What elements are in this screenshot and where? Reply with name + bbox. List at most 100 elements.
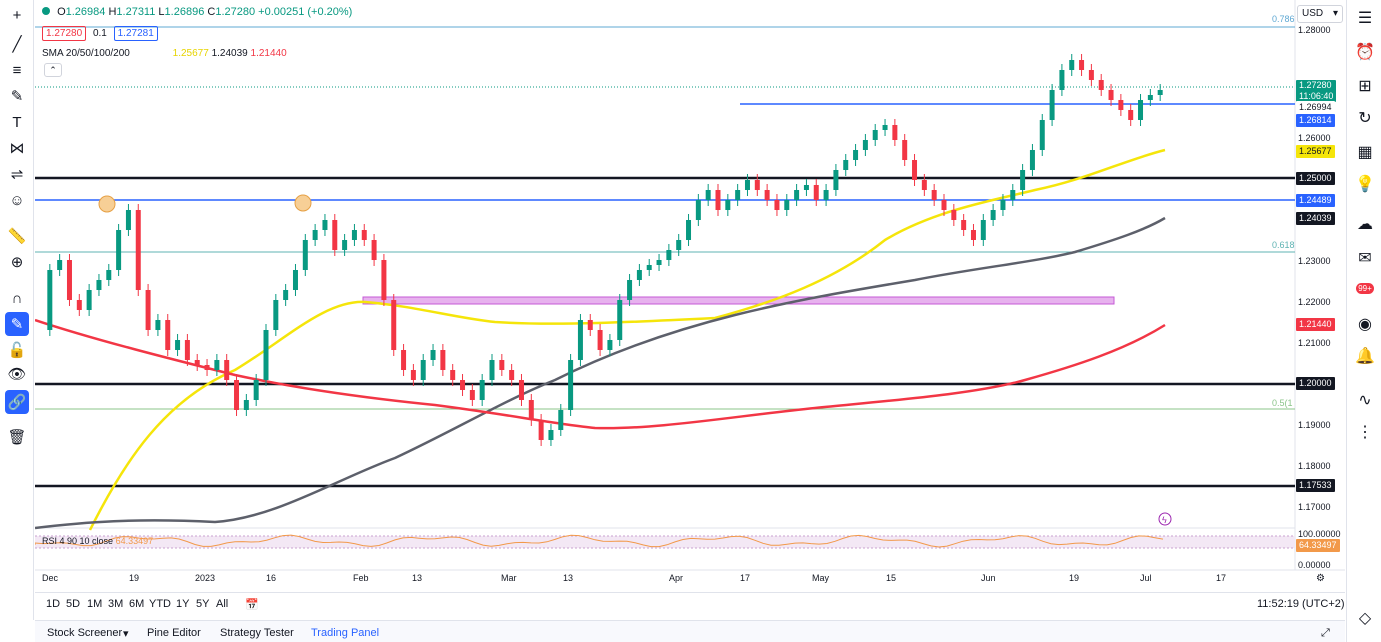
candle-body <box>1020 170 1026 190</box>
candle-body <box>106 270 112 280</box>
chat-icon[interactable]: ☁ <box>1357 216 1373 233</box>
candle-body <box>636 270 642 280</box>
range-6m[interactable]: 6M <box>129 598 145 610</box>
calendar-icon[interactable]: 📅 <box>245 599 259 611</box>
candle-body <box>489 360 495 380</box>
collapse-legend-button[interactable]: ⌃ <box>44 63 62 77</box>
candle-body <box>646 265 652 270</box>
candle-body <box>990 210 996 220</box>
candle-body <box>656 260 662 265</box>
sell-price-button[interactable]: 1.27280 <box>42 26 87 41</box>
messages-icon[interactable]: ✉ <box>1358 250 1372 267</box>
settings-gear-icon[interactable]: ⚙ <box>1316 573 1325 584</box>
candle-body <box>381 260 387 300</box>
pattern-icon[interactable]: ⋈ <box>9 140 25 157</box>
sma200-line <box>35 318 1166 430</box>
candle-body <box>1059 70 1065 90</box>
chevron-down-icon[interactable]: ▾ <box>123 628 129 640</box>
change-value: +0.00251 (+0.20%) <box>258 6 353 18</box>
bell-icon[interactable]: 🔔 <box>1355 348 1375 365</box>
candle-body <box>302 240 308 270</box>
candle-body <box>224 360 230 380</box>
ruler-icon[interactable]: 📏 <box>7 228 27 245</box>
candle-body <box>76 300 82 310</box>
price-tag-sma200: 1.21440 <box>1296 318 1335 331</box>
time-axis-label: Jun <box>981 573 996 583</box>
low-value: 1.26896 <box>164 6 205 18</box>
price-tag-level-b: 1.26814 <box>1296 114 1335 127</box>
candle-body <box>794 190 800 200</box>
candle-body <box>813 185 819 200</box>
candle-body <box>204 365 210 370</box>
brush-icon[interactable]: ✎ <box>10 88 24 105</box>
range-1y[interactable]: 1Y <box>176 598 190 610</box>
calendar-icon[interactable]: ▦ <box>1357 144 1373 161</box>
candle-body <box>1029 150 1035 170</box>
time-axis-label: Dec <box>42 573 59 583</box>
text-icon[interactable]: T <box>12 113 22 131</box>
trend-line-icon[interactable]: ╱ <box>12 36 22 53</box>
candle-body <box>970 230 976 240</box>
lock-drawing-icon[interactable]: ✎ <box>5 312 29 336</box>
candle-body <box>577 320 583 360</box>
tab-stock-screener[interactable]: Stock Screener <box>47 627 123 639</box>
range-all[interactable]: All <box>216 598 229 610</box>
chevron-down-icon: ▾ <box>1332 8 1338 19</box>
lock-icon[interactable]: 🔓 <box>7 342 27 359</box>
price-chart[interactable]: ϟ <box>35 0 1345 590</box>
magnet-icon[interactable]: ∩ <box>11 289 23 307</box>
ohlc-legend: O1.26984 H1.27311 L1.26896 C1.27280 +0.0… <box>42 6 352 18</box>
candle-body <box>921 180 927 190</box>
more-dots-icon[interactable]: ⋮ <box>1357 424 1373 441</box>
prediction-icon[interactable]: ⇌ <box>10 166 24 183</box>
currency-select[interactable]: USD ▾ <box>1297 5 1343 23</box>
range-1m[interactable]: 1M <box>87 598 103 610</box>
layers-icon[interactable]: ◇ <box>1358 610 1372 627</box>
candle-body <box>1128 110 1134 120</box>
range-1d[interactable]: 1D <box>46 598 61 610</box>
candle-body <box>292 270 298 290</box>
candle-body <box>735 190 741 200</box>
time-axis-label: Jul <box>1140 573 1152 583</box>
eye-icon[interactable]: 👁 <box>7 366 27 383</box>
price-axis-label: 1.23000 <box>1298 256 1331 266</box>
sma20-value: 1.25677 <box>172 48 209 59</box>
candle-body <box>430 350 436 360</box>
rsi-legend: RSI 4 90 10 close 64.33497 <box>42 536 153 546</box>
candle-body <box>587 320 593 330</box>
sma200-value: 1.21440 <box>250 48 287 59</box>
emoji-icon[interactable]: ☺ <box>9 191 25 209</box>
maximize-panel-icon[interactable]: ⤢ <box>1321 627 1330 639</box>
candle-body <box>617 300 623 340</box>
candle-body <box>528 400 534 420</box>
range-3m[interactable]: 3M <box>108 598 124 610</box>
range-5y[interactable]: 5Y <box>196 598 210 610</box>
candle-body <box>1138 100 1144 120</box>
zoom-in-icon[interactable]: ⊕ <box>10 254 24 271</box>
fib-retracement-icon[interactable]: ≡ <box>12 61 22 79</box>
wave-icon[interactable]: ∿ <box>1358 392 1372 409</box>
buy-price-button[interactable]: 1.27281 <box>113 26 158 41</box>
candle-body <box>361 230 367 240</box>
sma-label: SMA 20/50/100/200 <box>42 48 130 59</box>
alerts-clock-icon[interactable]: ⏰ <box>1355 44 1375 61</box>
watchlist-icon[interactable]: ☰ <box>1357 10 1373 27</box>
tab-strategy-tester[interactable]: Strategy Tester <box>220 627 294 639</box>
ideas-icon[interactable]: 💡 <box>1355 176 1375 193</box>
link-icon[interactable]: 🔗 <box>5 390 29 414</box>
trash-icon[interactable]: 🗑 <box>7 429 27 446</box>
data-window-icon[interactable]: ⊞ <box>1358 78 1372 95</box>
candle-body <box>96 280 102 290</box>
price-axis-label: 1.22000 <box>1298 297 1331 307</box>
range-5d[interactable]: 5D <box>66 598 81 610</box>
notifications-badge[interactable]: 99+ <box>1353 276 1377 300</box>
range-ytd[interactable]: YTD <box>149 598 171 610</box>
hotlists-icon[interactable]: ↻ <box>1358 110 1372 127</box>
tab-pine-editor[interactable]: Pine Editor <box>147 627 201 639</box>
crosshair-icon[interactable]: + <box>12 6 22 24</box>
broadcast-icon[interactable]: ◉ <box>1358 316 1372 333</box>
tab-trading-panel[interactable]: Trading Panel <box>311 627 380 639</box>
clock-timezone[interactable]: 11:52:19 (UTC+2) <box>1257 598 1345 610</box>
candle-body <box>479 380 485 400</box>
time-axis-label: 2023 <box>195 573 216 583</box>
